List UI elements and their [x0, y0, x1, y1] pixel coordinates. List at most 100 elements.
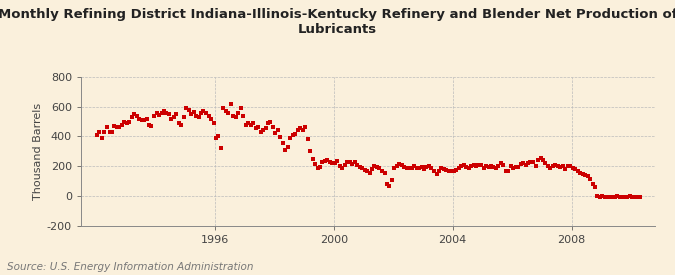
Point [552, 164, 563, 168]
Point [317, 160, 328, 164]
Point [354, 165, 365, 169]
Point [617, 195, 628, 199]
Point [124, 119, 134, 124]
Point [153, 113, 164, 117]
Point [545, 165, 556, 170]
Point [94, 130, 105, 134]
Point [580, 173, 591, 177]
Point [624, 194, 635, 198]
Point [340, 163, 350, 167]
Point [426, 165, 437, 170]
Point [402, 165, 412, 170]
Point [116, 122, 127, 127]
Point [446, 168, 457, 173]
Point [148, 113, 159, 118]
Point [335, 164, 346, 168]
Point [530, 164, 541, 168]
Point [362, 169, 373, 174]
Point [141, 116, 152, 121]
Point [111, 125, 122, 130]
Point [372, 165, 383, 169]
Point [213, 134, 223, 139]
Point [99, 130, 110, 134]
Point [295, 126, 306, 130]
Point [277, 141, 288, 145]
Point [151, 111, 162, 115]
Point [381, 182, 392, 186]
Point [478, 165, 489, 170]
Point [315, 165, 325, 169]
Point [227, 113, 238, 118]
Point [258, 128, 269, 132]
Point [302, 137, 313, 142]
Point [329, 161, 340, 165]
Point [429, 168, 439, 173]
Point [377, 168, 387, 173]
Point [456, 164, 466, 168]
Point [285, 136, 296, 140]
Point [218, 106, 229, 110]
Point [562, 164, 573, 168]
Point [109, 124, 119, 128]
Point [394, 162, 405, 166]
Point [599, 194, 610, 199]
Point [510, 165, 521, 169]
Point [186, 112, 196, 116]
Point [240, 122, 251, 127]
Point [283, 145, 294, 149]
Point [134, 116, 144, 121]
Point [525, 160, 536, 164]
Point [399, 165, 410, 169]
Point [305, 148, 316, 153]
Point [513, 165, 524, 169]
Point [448, 169, 459, 174]
Point [491, 165, 502, 170]
Point [342, 160, 353, 164]
Point [176, 122, 186, 127]
Point [476, 163, 487, 167]
Point [404, 166, 414, 170]
Point [236, 106, 246, 110]
Point [307, 156, 318, 161]
Point [260, 126, 271, 130]
Point [387, 178, 398, 182]
Point [310, 162, 321, 166]
Point [582, 174, 593, 179]
Point [612, 194, 623, 198]
Point [379, 170, 390, 175]
Point [421, 165, 432, 169]
Point [322, 158, 333, 162]
Point [215, 145, 226, 150]
Point [275, 135, 286, 139]
Point [92, 133, 103, 137]
Point [577, 172, 588, 177]
Point [520, 163, 531, 167]
Point [443, 169, 454, 174]
Point [364, 170, 375, 175]
Point [585, 177, 595, 181]
Point [589, 185, 600, 189]
Point [495, 161, 506, 165]
Point [238, 113, 248, 118]
Point [198, 109, 209, 113]
Point [129, 112, 140, 116]
Point [144, 122, 155, 127]
Point [550, 163, 561, 167]
Point [574, 170, 585, 175]
Point [280, 148, 291, 152]
Point [367, 167, 377, 171]
Point [126, 115, 137, 119]
Point [107, 130, 117, 134]
Point [468, 163, 479, 167]
Y-axis label: Thousand Barrels: Thousand Barrels [32, 103, 43, 200]
Point [418, 167, 429, 171]
Point [565, 164, 576, 168]
Point [344, 160, 355, 164]
Point [252, 125, 263, 130]
Point [411, 165, 422, 170]
Point [265, 119, 276, 124]
Point [332, 159, 343, 163]
Point [632, 195, 643, 199]
Point [436, 166, 447, 170]
Point [503, 169, 514, 174]
